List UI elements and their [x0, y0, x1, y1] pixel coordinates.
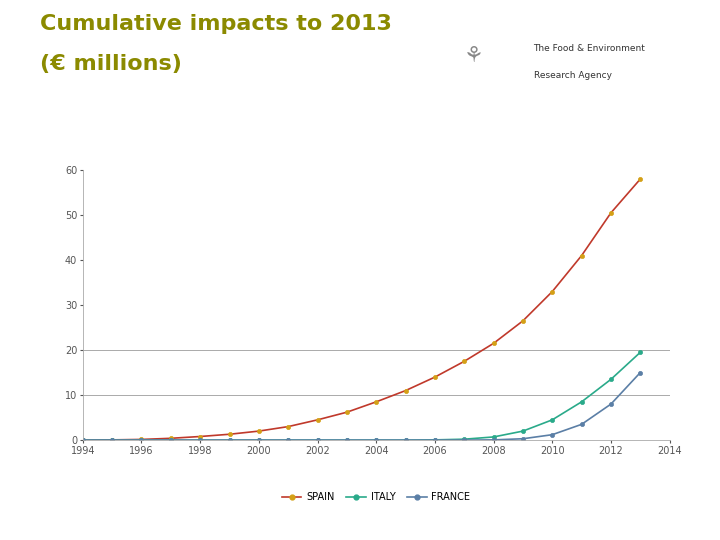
Text: (€ millions): (€ millions) [40, 54, 181, 74]
Text: Research Agency: Research Agency [534, 71, 611, 80]
Text: ⚘: ⚘ [464, 46, 484, 66]
Legend: SPAIN, ITALY, FRANCE: SPAIN, ITALY, FRANCE [278, 488, 474, 506]
Text: The Food & Environment: The Food & Environment [534, 44, 645, 53]
Text: Cumulative impacts to 2013: Cumulative impacts to 2013 [40, 14, 392, 33]
